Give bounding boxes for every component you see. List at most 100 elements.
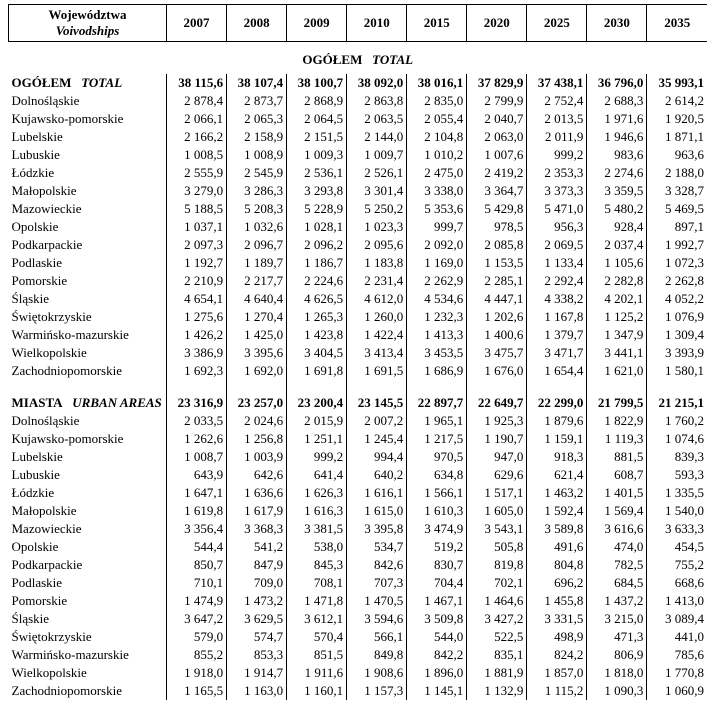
table-cell: 928,4 bbox=[587, 218, 647, 236]
row-label: Opolskie bbox=[9, 218, 167, 236]
table-cell: 574,7 bbox=[227, 628, 287, 646]
table-cell: 3 471,7 bbox=[527, 344, 587, 362]
table-cell: 643,9 bbox=[167, 466, 227, 484]
table-cell: 3 589,8 bbox=[527, 520, 587, 538]
table-cell: 2 614,2 bbox=[647, 92, 707, 110]
table-cell: 1 425,0 bbox=[227, 326, 287, 344]
table-cell: 1 125,2 bbox=[587, 308, 647, 326]
row-label: Podkarpackie bbox=[9, 556, 167, 574]
table-cell: 1 163,0 bbox=[227, 682, 287, 700]
table-cell: 3 413,4 bbox=[347, 344, 407, 362]
table-cell: 3 328,7 bbox=[647, 182, 707, 200]
table-cell: 806,9 bbox=[587, 646, 647, 664]
table-cell: 23 257,0 bbox=[227, 394, 287, 412]
table-cell: 4 654,1 bbox=[167, 290, 227, 308]
table-cell: 23 145,5 bbox=[347, 394, 407, 412]
header-label-pl: Województwa bbox=[49, 7, 127, 22]
table-cell: 2 063,5 bbox=[347, 110, 407, 128]
table-row: Podkarpackie 2 097,32 096,72 096,22 095,… bbox=[9, 236, 708, 254]
table-row: Dolnośląskie 2 033,52 024,62 015,92 007,… bbox=[9, 412, 708, 430]
table-cell: 918,3 bbox=[527, 448, 587, 466]
row-label: Lubuskie bbox=[9, 146, 167, 164]
table-cell: 1 165,5 bbox=[167, 682, 227, 700]
table-cell: 640,2 bbox=[347, 466, 407, 484]
table-cell: 970,5 bbox=[407, 448, 467, 466]
table-cell: 4 640,4 bbox=[227, 290, 287, 308]
table-cell: 2 188,0 bbox=[647, 164, 707, 182]
table-cell: 5 471,0 bbox=[527, 200, 587, 218]
table-row: Śląskie 3 647,23 629,53 612,13 594,63 50… bbox=[9, 610, 708, 628]
table-cell: 850,7 bbox=[167, 556, 227, 574]
table-cell: 897,1 bbox=[647, 218, 707, 236]
table-row: Dolnośląskie 2 878,42 873,72 868,92 863,… bbox=[9, 92, 708, 110]
table-cell: 2 066,1 bbox=[167, 110, 227, 128]
table-cell: 1 580,1 bbox=[647, 362, 707, 380]
table-cell: 1 818,0 bbox=[587, 664, 647, 682]
table-cell: 849,8 bbox=[347, 646, 407, 664]
table-cell: 978,5 bbox=[467, 218, 527, 236]
header-label-en: Voivodships bbox=[12, 23, 163, 39]
table-cell: 1 423,8 bbox=[287, 326, 347, 344]
table-cell: 2 419,2 bbox=[467, 164, 527, 182]
table-cell: 3 441,1 bbox=[587, 344, 647, 362]
table-row: Lubuskie 643,9642,6641,4640,2634,8629,66… bbox=[9, 466, 708, 484]
table-cell: 3 368,3 bbox=[227, 520, 287, 538]
voivodship-table: Województwa Voivodships 2007 2008 2009 2… bbox=[8, 4, 707, 700]
table-cell: 2 274,6 bbox=[587, 164, 647, 182]
row-label: Warmińsko-mazurskie bbox=[9, 326, 167, 344]
table-cell: 3 359,5 bbox=[587, 182, 647, 200]
table-row: Kujawsko-pomorskie 1 262,61 256,81 251,1… bbox=[9, 430, 708, 448]
table-cell: 1 132,9 bbox=[467, 682, 527, 700]
table-cell: 3 338,0 bbox=[407, 182, 467, 200]
table-row: Świętokrzyskie 1 275,61 270,41 265,31 26… bbox=[9, 308, 708, 326]
table-cell: 1 202,6 bbox=[467, 308, 527, 326]
table-cell: 804,8 bbox=[527, 556, 587, 574]
table-cell: 1 401,5 bbox=[587, 484, 647, 502]
table-cell: 1 474,9 bbox=[167, 592, 227, 610]
header-year: 2030 bbox=[587, 5, 647, 42]
table-cell: 1 037,1 bbox=[167, 218, 227, 236]
table-cell: 22 649,7 bbox=[467, 394, 527, 412]
header-year: 2035 bbox=[647, 5, 707, 42]
table-cell: 1 463,2 bbox=[527, 484, 587, 502]
table-cell: 1 007,6 bbox=[467, 146, 527, 164]
row-label: Pomorskie bbox=[9, 592, 167, 610]
table-cell: 38 107,4 bbox=[227, 74, 287, 92]
table-row: Łódzkie 2 555,92 545,92 536,12 526,12 47… bbox=[9, 164, 708, 182]
table-cell: 1 617,9 bbox=[227, 502, 287, 520]
table-cell: 3 381,5 bbox=[287, 520, 347, 538]
table-cell: 1 262,6 bbox=[167, 430, 227, 448]
table-cell: 1 090,3 bbox=[587, 682, 647, 700]
table-row: Zachodniopomorskie 1 165,51 163,01 160,1… bbox=[9, 682, 708, 700]
table-cell: 36 796,0 bbox=[587, 74, 647, 92]
table-row: Mazowieckie 3 356,43 368,33 381,53 395,8… bbox=[9, 520, 708, 538]
table-cell: 1 517,1 bbox=[467, 484, 527, 502]
table-cell: 1 245,4 bbox=[347, 430, 407, 448]
table-cell: 855,2 bbox=[167, 646, 227, 664]
header-year: 2020 bbox=[467, 5, 527, 42]
table-cell: 3 395,6 bbox=[227, 344, 287, 362]
row-label: Opolskie bbox=[9, 538, 167, 556]
table-cell: 1 133,4 bbox=[527, 254, 587, 272]
row-label: Podlaskie bbox=[9, 574, 167, 592]
table-cell: 634,8 bbox=[407, 466, 467, 484]
table-cell: 2 555,9 bbox=[167, 164, 227, 182]
table-cell: 1 470,5 bbox=[347, 592, 407, 610]
table-cell: 1 992,7 bbox=[647, 236, 707, 254]
header-year: 2025 bbox=[527, 5, 587, 42]
row-label: Warmińsko-mazurskie bbox=[9, 646, 167, 664]
table-cell: 498,9 bbox=[527, 628, 587, 646]
row-label: Łódzkie bbox=[9, 484, 167, 502]
table-cell: 570,4 bbox=[287, 628, 347, 646]
table-cell: 1 946,6 bbox=[587, 128, 647, 146]
table-cell: 1 159,1 bbox=[527, 430, 587, 448]
table-cell: 522,5 bbox=[467, 628, 527, 646]
table-cell: 1 426,2 bbox=[167, 326, 227, 344]
table-cell: 785,6 bbox=[647, 646, 707, 664]
table-cell: 2 752,4 bbox=[527, 92, 587, 110]
table-cell: 541,2 bbox=[227, 538, 287, 556]
table-cell: 21 215,1 bbox=[647, 394, 707, 412]
row-label: Lubuskie bbox=[9, 466, 167, 484]
table-cell: 1 540,0 bbox=[647, 502, 707, 520]
table-cell: 2 015,9 bbox=[287, 412, 347, 430]
